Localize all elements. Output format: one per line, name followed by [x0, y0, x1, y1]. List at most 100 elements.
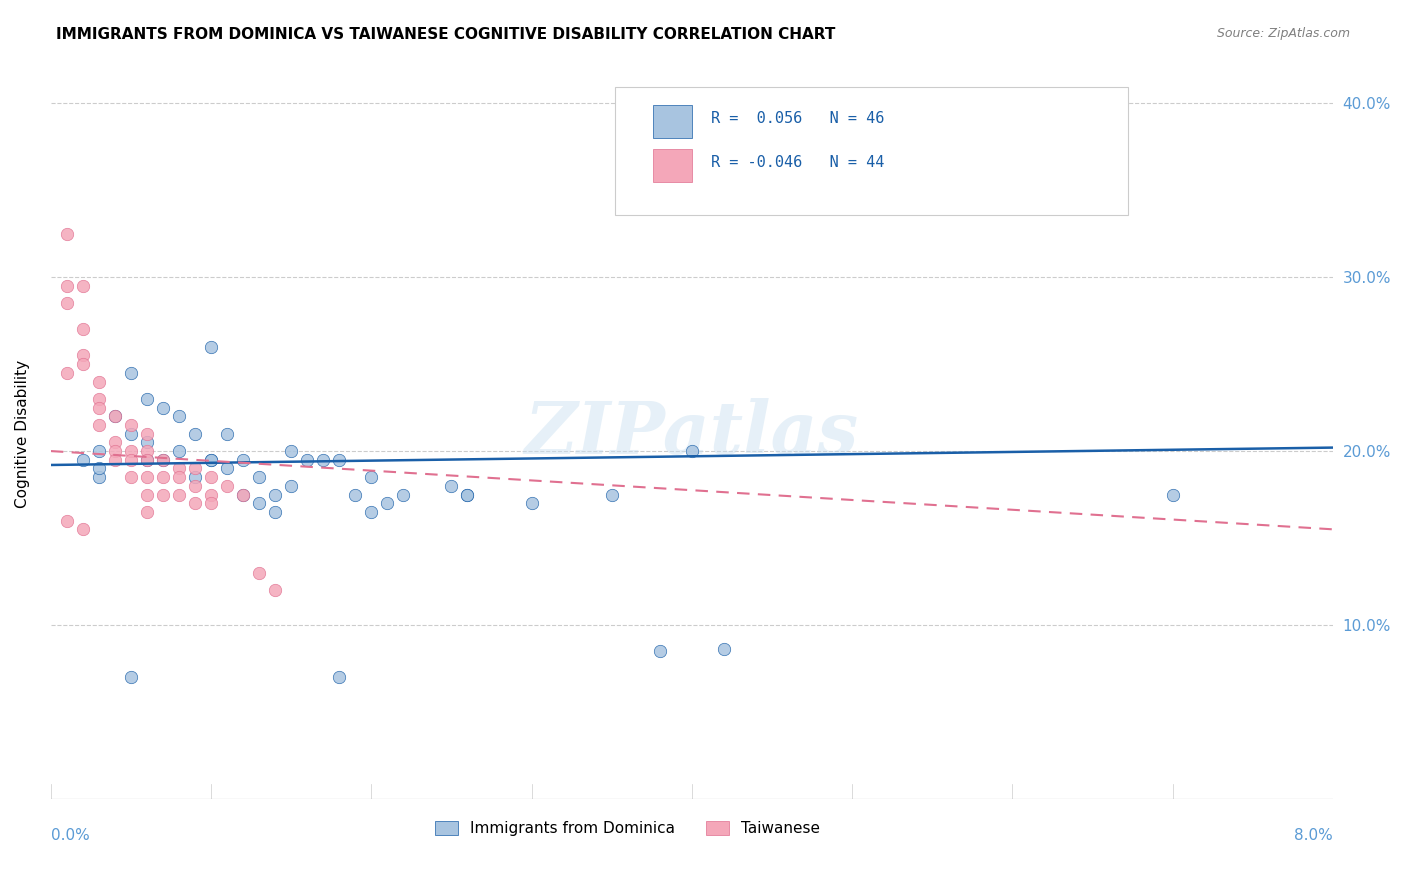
Point	[136, 392, 159, 406]
Point	[456, 487, 478, 501]
Point	[247, 470, 270, 484]
Point	[152, 401, 174, 415]
Point	[328, 670, 350, 684]
Point	[600, 487, 623, 501]
Point	[87, 470, 110, 484]
Point	[280, 479, 302, 493]
Point	[56, 296, 79, 310]
Point	[328, 452, 350, 467]
Point	[152, 452, 174, 467]
Point	[72, 522, 94, 536]
Point	[136, 505, 159, 519]
Point	[232, 487, 254, 501]
FancyBboxPatch shape	[654, 149, 692, 182]
Point	[312, 452, 335, 467]
Point	[841, 183, 863, 197]
Point	[72, 452, 94, 467]
Point	[440, 479, 463, 493]
Point	[167, 470, 190, 484]
Text: 0.0%: 0.0%	[51, 828, 90, 843]
Point	[136, 452, 159, 467]
Text: 8.0%: 8.0%	[1294, 828, 1333, 843]
Point	[87, 375, 110, 389]
Text: IMMIGRANTS FROM DOMINICA VS TAIWANESE COGNITIVE DISABILITY CORRELATION CHART: IMMIGRANTS FROM DOMINICA VS TAIWANESE CO…	[56, 27, 835, 42]
Point	[136, 470, 159, 484]
Point	[200, 340, 222, 354]
Point	[247, 496, 270, 510]
Point	[264, 583, 287, 598]
Point	[1001, 192, 1024, 206]
Point	[120, 452, 142, 467]
Point	[104, 435, 127, 450]
Text: R =  0.056   N = 46: R = 0.056 N = 46	[711, 111, 884, 126]
Point	[184, 470, 207, 484]
Legend: Immigrants from Dominica, Taiwanese: Immigrants from Dominica, Taiwanese	[429, 815, 827, 842]
Point	[184, 479, 207, 493]
Text: ZIPatlas: ZIPatlas	[524, 398, 859, 469]
Point	[681, 444, 703, 458]
Point	[72, 348, 94, 362]
Point	[247, 566, 270, 580]
Point	[56, 278, 79, 293]
Point	[56, 366, 79, 380]
Point	[120, 417, 142, 432]
Point	[648, 644, 671, 658]
Point	[72, 278, 94, 293]
Point	[56, 514, 79, 528]
Point	[120, 366, 142, 380]
Point	[297, 452, 319, 467]
Point	[104, 409, 127, 424]
Point	[136, 426, 159, 441]
FancyBboxPatch shape	[614, 87, 1128, 215]
FancyBboxPatch shape	[654, 105, 692, 138]
Point	[200, 470, 222, 484]
Point	[167, 487, 190, 501]
Point	[200, 496, 222, 510]
Point	[392, 487, 415, 501]
Point	[167, 409, 190, 424]
Point	[232, 487, 254, 501]
Point	[87, 417, 110, 432]
Point	[104, 409, 127, 424]
Point	[104, 452, 127, 467]
Point	[136, 487, 159, 501]
Point	[200, 452, 222, 467]
Point	[136, 444, 159, 458]
Point	[344, 487, 367, 501]
Point	[136, 452, 159, 467]
Point	[217, 479, 239, 493]
Point	[184, 426, 207, 441]
Text: Source: ZipAtlas.com: Source: ZipAtlas.com	[1216, 27, 1350, 40]
Point	[232, 452, 254, 467]
Point	[713, 642, 735, 657]
Point	[120, 470, 142, 484]
Point	[264, 487, 287, 501]
Point	[200, 487, 222, 501]
Point	[56, 227, 79, 241]
Text: R = -0.046   N = 44: R = -0.046 N = 44	[711, 155, 884, 170]
Point	[1161, 487, 1184, 501]
Point	[280, 444, 302, 458]
Point	[152, 452, 174, 467]
Point	[184, 496, 207, 510]
Point	[72, 357, 94, 371]
Point	[87, 461, 110, 475]
Point	[360, 470, 382, 484]
Point	[87, 401, 110, 415]
Point	[200, 452, 222, 467]
Point	[152, 487, 174, 501]
Point	[152, 470, 174, 484]
Point	[360, 505, 382, 519]
Point	[167, 461, 190, 475]
Point	[87, 392, 110, 406]
Point	[72, 322, 94, 336]
Point	[120, 444, 142, 458]
Point	[104, 444, 127, 458]
Point	[184, 461, 207, 475]
Point	[264, 505, 287, 519]
Point	[217, 426, 239, 441]
Point	[520, 496, 543, 510]
Point	[456, 487, 478, 501]
Point	[87, 444, 110, 458]
Y-axis label: Cognitive Disability: Cognitive Disability	[15, 359, 30, 508]
